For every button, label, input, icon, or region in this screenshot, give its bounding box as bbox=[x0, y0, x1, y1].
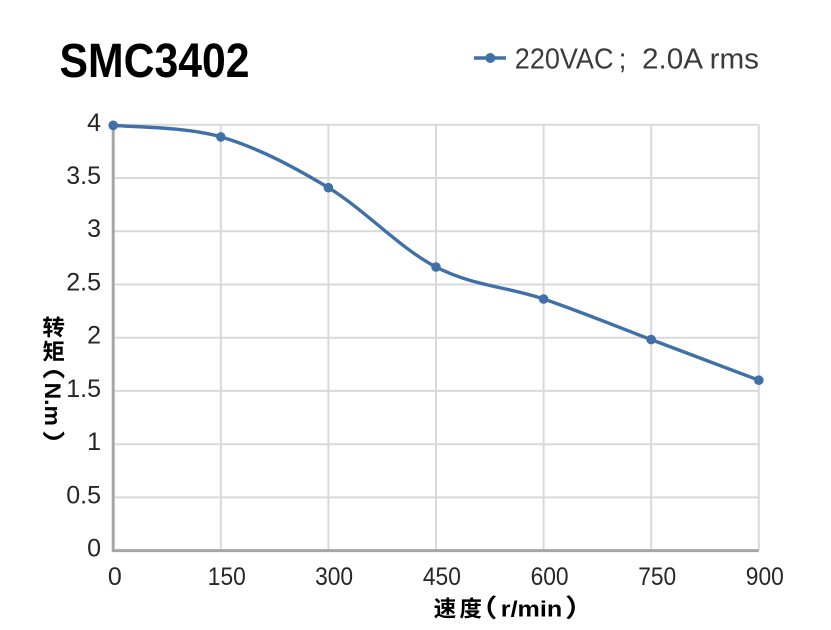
svg-text:N.m: N.m bbox=[40, 383, 65, 426]
svg-text:SMC3402: SMC3402 bbox=[60, 35, 250, 88]
svg-text:2: 2 bbox=[87, 322, 101, 350]
svg-text:0: 0 bbox=[87, 535, 101, 563]
svg-text:300: 300 bbox=[315, 563, 353, 591]
svg-text:450: 450 bbox=[423, 563, 461, 591]
svg-text:;: ; bbox=[619, 43, 627, 75]
svg-text:600: 600 bbox=[531, 563, 569, 591]
svg-text:0: 0 bbox=[108, 563, 122, 591]
svg-text:r/min: r/min bbox=[501, 597, 562, 622]
svg-text:2.5: 2.5 bbox=[66, 269, 101, 297]
svg-text:1.5: 1.5 bbox=[66, 375, 101, 403]
svg-text:150: 150 bbox=[208, 563, 246, 591]
svg-text:0.5: 0.5 bbox=[66, 481, 101, 509]
svg-text:3: 3 bbox=[87, 215, 101, 243]
svg-text:2.0A rms: 2.0A rms bbox=[642, 43, 759, 75]
svg-text:1: 1 bbox=[87, 428, 101, 456]
svg-text:750: 750 bbox=[638, 563, 676, 591]
svg-text:220VAC: 220VAC bbox=[515, 43, 614, 75]
svg-text:3.5: 3.5 bbox=[66, 162, 101, 190]
svg-text:4: 4 bbox=[87, 109, 101, 137]
svg-text:900: 900 bbox=[746, 563, 784, 591]
